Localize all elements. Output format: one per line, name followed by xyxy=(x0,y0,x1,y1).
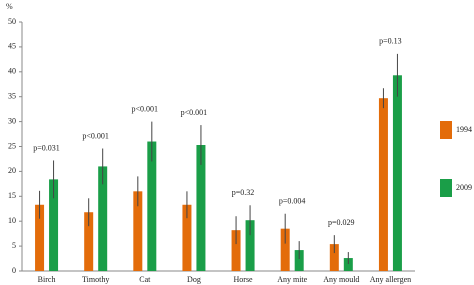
bar xyxy=(245,220,255,271)
bar xyxy=(343,258,353,271)
y-tick-label: 35 xyxy=(8,92,16,101)
bar xyxy=(231,230,241,271)
x-tick-label: Horse xyxy=(234,275,254,284)
y-tick-label: 30 xyxy=(8,116,16,125)
y-tick-label: 20 xyxy=(8,166,16,175)
p-value: p=0.32 xyxy=(232,188,255,197)
bar xyxy=(133,191,143,271)
bar xyxy=(147,141,157,271)
y-tick-label: 0 xyxy=(12,266,16,275)
y-tick-label: 5 xyxy=(12,241,16,250)
bar xyxy=(196,145,206,271)
x-tick-label: Birch xyxy=(38,275,56,284)
y-tick-label: 50 xyxy=(8,17,16,26)
legend-swatch xyxy=(440,179,452,197)
y-tick-label: 10 xyxy=(8,216,16,225)
p-value: p=0.13 xyxy=(379,37,402,46)
x-tick-label: Any mould xyxy=(323,275,359,284)
y-axis-label: % xyxy=(6,2,13,11)
p-value: p<0.001 xyxy=(181,108,208,117)
x-tick-label: Any mite xyxy=(277,275,307,284)
y-tick-label: 15 xyxy=(8,191,16,200)
legend-label: 2009 xyxy=(456,183,472,192)
bar xyxy=(49,179,59,271)
p-value: p<0.001 xyxy=(82,131,109,140)
x-tick-label: Cat xyxy=(139,275,151,284)
bar xyxy=(280,228,290,271)
x-tick-label: Timothy xyxy=(82,275,109,284)
bar xyxy=(378,98,388,271)
bar xyxy=(182,204,192,271)
y-tick-label: 40 xyxy=(8,67,16,76)
p-value: p=0.004 xyxy=(279,197,306,206)
bar xyxy=(98,166,108,271)
y-tick-label: 25 xyxy=(8,141,16,150)
p-value: p<0.001 xyxy=(132,104,159,113)
bar xyxy=(294,250,304,271)
x-tick-label: Any allergen xyxy=(370,275,411,284)
bar xyxy=(392,75,402,271)
bar xyxy=(329,244,339,271)
bar xyxy=(35,204,45,271)
p-value: p=0.029 xyxy=(328,218,355,227)
p-value: p=0.031 xyxy=(33,143,60,152)
bar xyxy=(84,212,94,271)
x-tick-label: Dog xyxy=(187,275,201,284)
legend-swatch xyxy=(440,121,452,139)
legend-label: 1994 xyxy=(456,125,472,134)
y-tick-label: 45 xyxy=(8,42,16,51)
